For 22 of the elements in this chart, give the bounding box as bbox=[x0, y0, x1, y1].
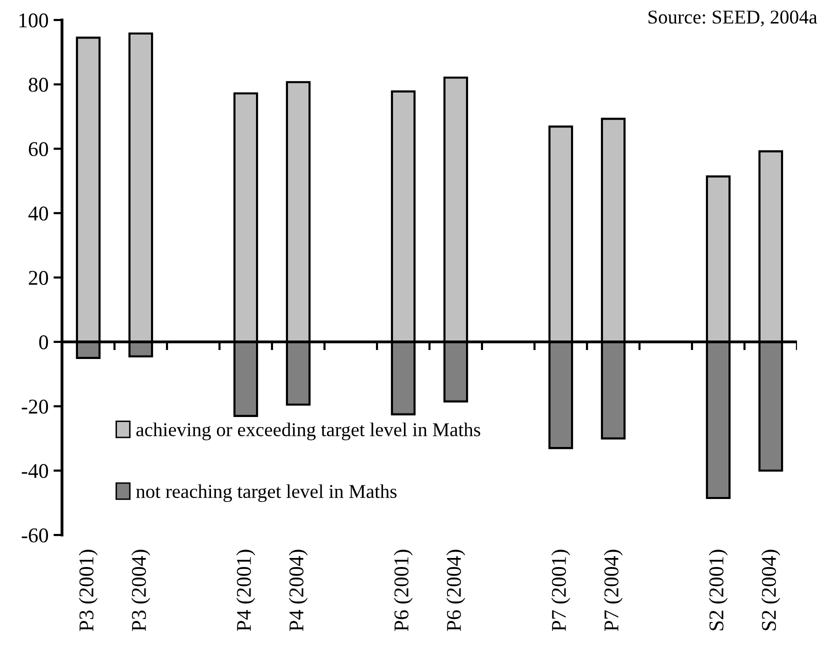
y-tick-label: 0 bbox=[39, 335, 48, 350]
y-tick-label: -20 bbox=[22, 400, 48, 414]
y-tick-label: 40 bbox=[28, 206, 48, 221]
x-tick-label: S2 (2004) bbox=[761, 550, 780, 630]
x-tick-label: P6 (2001) bbox=[394, 550, 413, 632]
x-tick-label: P3 (2004) bbox=[131, 550, 150, 632]
y-tick-label: 60 bbox=[28, 142, 48, 156]
x-tick-label: S2 (2001) bbox=[708, 550, 728, 630]
y-tick-label: -40 bbox=[22, 464, 48, 478]
y-tick-label: 100 bbox=[19, 13, 48, 28]
x-tick-label: P7 (2004) bbox=[604, 550, 623, 632]
x-tick-label: P4 (2001) bbox=[236, 550, 256, 632]
x-tick-label: P4 (2004) bbox=[288, 550, 308, 632]
x-tick-label: P6 (2004) bbox=[446, 550, 466, 632]
annotation: Source: SEED, 2004a bbox=[648, 10, 818, 26]
x-tick-label: P3 (2001) bbox=[78, 550, 98, 632]
legend-label: achieving or exceeding target level in Maths bbox=[136, 422, 480, 440]
x-tick-label: P7 (2001) bbox=[551, 550, 570, 632]
y-tick-label: 80 bbox=[28, 78, 48, 92]
y-tick-label: 20 bbox=[28, 270, 48, 285]
legend-label: not reaching target level in Maths bbox=[136, 484, 397, 502]
y-tick-label: -60 bbox=[22, 528, 48, 542]
